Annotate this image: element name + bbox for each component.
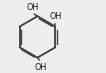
Text: OH: OH: [35, 63, 47, 72]
Text: OH: OH: [49, 12, 61, 21]
Text: OH: OH: [26, 3, 38, 12]
